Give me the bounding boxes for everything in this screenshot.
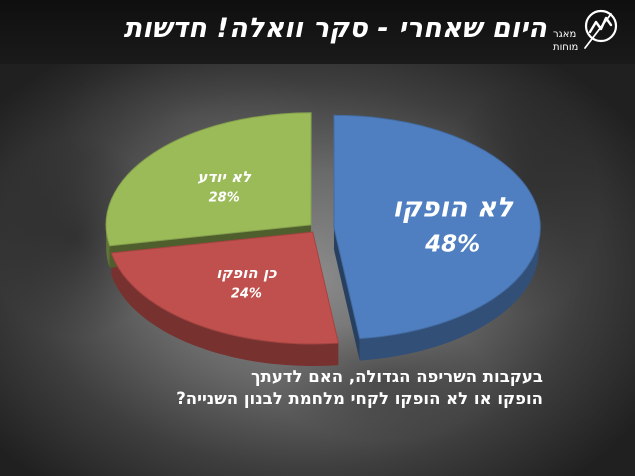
slice-label-not-learned: לא הופקו: [393, 193, 515, 224]
question-line-2: הופקו או לא הופקו לקחי מלחמת לבנון השניי…: [73, 388, 543, 410]
pie-tops: [106, 113, 540, 344]
poll-question: בעקבות השריפה הגדולה, האם לדעתך הופקו או…: [73, 366, 543, 410]
slice-label-learned: כן הופקו: [216, 264, 277, 282]
slice-value-not-learned: 48%: [424, 232, 480, 258]
slice-value-dont-know: 28%: [209, 190, 240, 205]
question-line-1: בעקבות השריפה הגדולה, האם לדעתך: [73, 366, 543, 388]
slice-value-learned: 24%: [231, 287, 262, 302]
slice-label-dont-know: לא יודע: [197, 168, 252, 186]
